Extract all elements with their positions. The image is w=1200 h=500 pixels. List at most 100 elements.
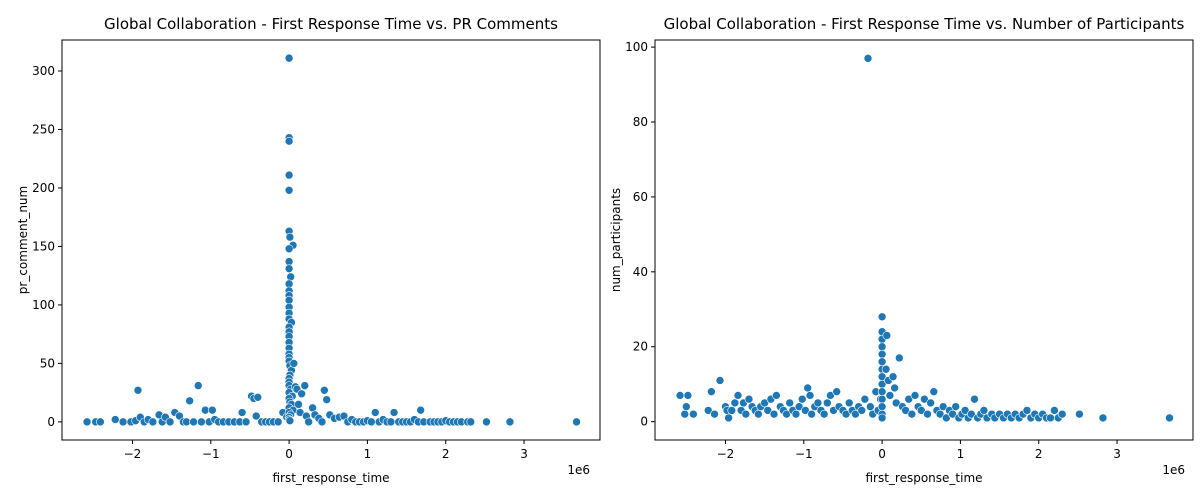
- data-point: [877, 402, 887, 411]
- x-tick-label: 1: [364, 447, 372, 461]
- data-point: [760, 398, 769, 408]
- y-tick-label: 50: [40, 356, 55, 370]
- data-point: [904, 394, 914, 404]
- y-axis-label: pr_comment_num: [16, 186, 30, 294]
- panel-pr-comments: Global Collaboration - First Response Ti…: [16, 15, 601, 485]
- x-tick-label: −2: [124, 447, 142, 461]
- x-tick-label: 3: [1113, 447, 1121, 461]
- data-point: [689, 409, 698, 419]
- y-tick-label: 60: [633, 190, 648, 204]
- scatter-points: [675, 54, 1174, 423]
- scatter-points: [82, 53, 581, 427]
- data-point: [785, 398, 794, 408]
- data-point: [724, 413, 733, 423]
- chart-title: Global Collaboration - First Response Ti…: [104, 15, 558, 33]
- y-tick-label: 40: [633, 265, 648, 279]
- data-point: [938, 402, 948, 411]
- data-point: [763, 406, 773, 415]
- data-point: [979, 406, 989, 415]
- data-point: [710, 409, 719, 419]
- y-tick-label: 300: [32, 64, 55, 78]
- data-point: [297, 389, 306, 399]
- data-point: [189, 417, 198, 427]
- data-point: [572, 417, 581, 427]
- data-point: [967, 409, 976, 419]
- data-point: [96, 417, 105, 427]
- data-point: [741, 409, 751, 419]
- data-point: [1057, 409, 1067, 419]
- data-point: [851, 409, 860, 419]
- data-point: [82, 417, 92, 427]
- data-point: [386, 417, 396, 427]
- y-tick-label: 100: [625, 40, 648, 54]
- data-point: [797, 394, 807, 404]
- y-tick-label: 0: [640, 415, 648, 429]
- data-point: [110, 415, 120, 424]
- data-point: [416, 405, 425, 415]
- data-point: [286, 272, 295, 282]
- y-tick-label: 150: [32, 239, 55, 253]
- data-point: [910, 391, 920, 400]
- data-point: [890, 383, 899, 393]
- x-tick-label: 2: [442, 447, 450, 461]
- data-point: [197, 417, 206, 427]
- data-point: [916, 406, 926, 415]
- data-point: [389, 408, 399, 417]
- data-point: [926, 398, 935, 408]
- data-point: [844, 398, 854, 408]
- plot-frame: [654, 39, 1194, 441]
- axis-ticks: −2 −1 0 1 2 3 0 50 100 150 200 250 300: [32, 64, 528, 461]
- data-point: [907, 409, 917, 419]
- data-point: [970, 394, 979, 404]
- x-tick-label: 0: [285, 447, 293, 461]
- data-point: [703, 406, 713, 415]
- data-point: [118, 417, 128, 427]
- data-point: [744, 394, 754, 404]
- data-point: [285, 232, 295, 242]
- data-point: [320, 385, 329, 395]
- data-point: [948, 409, 957, 419]
- data-point: [300, 381, 310, 390]
- data-point: [682, 402, 691, 411]
- data-point: [133, 385, 143, 395]
- data-point: [1050, 406, 1059, 415]
- data-point: [241, 417, 251, 427]
- data-point: [891, 398, 901, 408]
- data-point: [882, 331, 892, 340]
- data-point: [294, 400, 303, 409]
- data-point: [193, 381, 203, 390]
- x-tick-label: −2: [717, 447, 735, 461]
- x-tick-label: 3: [520, 447, 528, 461]
- data-point: [782, 409, 791, 419]
- data-point: [877, 312, 887, 322]
- data-point: [857, 406, 867, 415]
- data-point: [888, 372, 898, 382]
- data-point: [901, 406, 910, 415]
- data-point: [923, 409, 932, 419]
- data-point: [466, 417, 476, 427]
- data-point: [877, 342, 887, 352]
- data-point: [284, 185, 294, 195]
- data-point: [707, 387, 716, 396]
- data-point: [942, 413, 951, 423]
- y-tick-label: 20: [633, 340, 648, 354]
- data-point: [715, 376, 725, 385]
- data-point: [304, 417, 313, 427]
- plot-frame: [61, 39, 601, 441]
- panel-participants: Global Collaboration - First Response Ti…: [609, 15, 1194, 485]
- data-point: [794, 402, 804, 411]
- data-point: [895, 353, 904, 363]
- data-point: [772, 391, 781, 400]
- x-axis-label: first_response_time: [272, 471, 389, 485]
- data-point: [769, 409, 779, 419]
- data-point: [877, 349, 887, 359]
- data-point: [805, 391, 815, 400]
- data-point: [951, 402, 961, 411]
- data-point: [727, 406, 737, 415]
- data-point: [803, 383, 813, 393]
- data-point: [877, 387, 887, 396]
- data-point: [860, 394, 870, 404]
- data-point: [273, 417, 283, 427]
- data-point: [791, 409, 801, 419]
